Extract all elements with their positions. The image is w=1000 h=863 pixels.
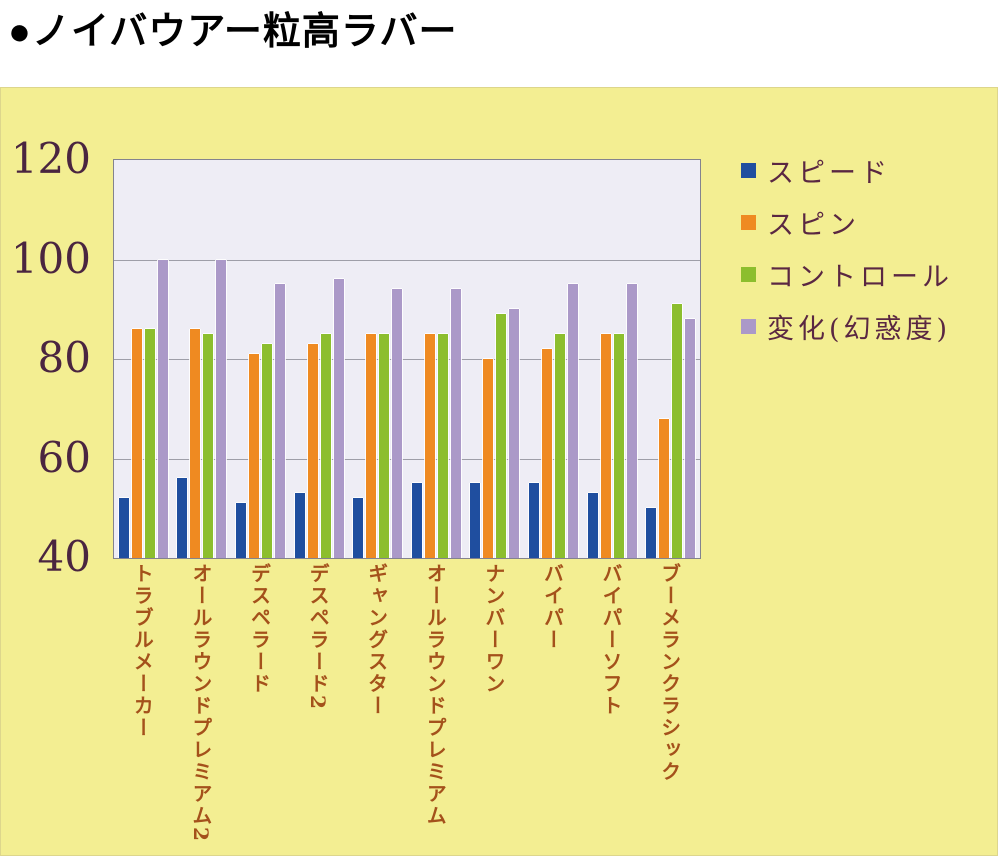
gridline	[114, 458, 700, 460]
bar-group	[353, 160, 403, 558]
legend-label: スピン	[767, 210, 860, 241]
bar-スピード	[411, 483, 422, 558]
x-axis-label-slot: トラブルメーカー	[113, 563, 172, 739]
x-axis-label: オールラウンドプレミアム2	[188, 563, 213, 843]
x-axis-labels: トラブルメーカー オールラウンドプレミアム2 デスペラード デスペラード2 ギャングスタ…	[113, 563, 699, 855]
x-axis-label: ナンバーワン	[481, 563, 506, 695]
bar-変化(幻惑度)	[685, 319, 696, 558]
bar-変化(幻惑度)	[567, 284, 578, 558]
x-axis-label: ギャングスター	[364, 563, 389, 717]
x-axis-label-slot: バイパーソフト	[582, 563, 641, 717]
bar-スピード	[470, 483, 481, 558]
bar-コントロール	[320, 334, 331, 558]
legend-swatch	[741, 267, 756, 282]
x-axis-label-slot: オールラウンドプレミアム	[406, 563, 465, 827]
bar-スピード	[528, 483, 539, 558]
bar-コントロール	[261, 344, 272, 558]
y-axis-label: 40	[37, 532, 91, 581]
x-axis-label-slot: デスペラード2	[289, 563, 348, 711]
legend-swatch	[741, 215, 756, 230]
bar-変化(幻惑度)	[392, 289, 403, 558]
bar-スピン	[541, 349, 552, 558]
legend-item: 変化(幻惑度)	[741, 307, 953, 346]
bar-group	[587, 160, 637, 558]
y-axis-label: 100	[10, 233, 91, 283]
gridline	[114, 359, 700, 360]
x-axis-label-slot: オールラウンドプレミアム2	[172, 563, 231, 843]
bar-変化(幻惑度)	[274, 284, 285, 558]
y-axis-label: 60	[37, 432, 91, 482]
plot-area	[113, 159, 701, 559]
y-axis-labels: 40 60 80 100 120	[1, 137, 95, 579]
bar-スピード	[587, 493, 598, 558]
bar-コントロール	[437, 334, 448, 558]
bar-group	[528, 160, 578, 558]
bar-スピン	[366, 334, 377, 558]
bar-コントロール	[144, 329, 155, 558]
bar-スピード	[353, 498, 364, 558]
bar-group	[411, 160, 461, 558]
bar-スピン	[131, 329, 142, 558]
bar-コントロール	[554, 334, 565, 558]
legend: スピードスピンコントロール 変化(幻惑度)	[741, 151, 953, 359]
bar-group	[235, 160, 285, 558]
bar-変化(幻惑度)	[509, 309, 520, 558]
bar-コントロール	[613, 334, 624, 558]
legend-label: スピード	[767, 158, 891, 189]
bar-スピン	[248, 354, 259, 558]
x-axis-label-slot: ナンバーワン	[465, 563, 524, 695]
bar-コントロール	[203, 334, 214, 558]
bar-コントロール	[672, 304, 683, 558]
bar-group	[177, 160, 227, 558]
bar-スピード	[177, 478, 188, 558]
bar-変化(幻惑度)	[626, 284, 637, 558]
bar-コントロール	[379, 334, 390, 558]
x-axis-label: デスペラード2	[306, 563, 331, 711]
legend-label: 変化(幻惑度)	[767, 314, 952, 345]
x-axis-label-slot: デスペラード	[230, 563, 289, 695]
page-title: ●ノイバウアー粒高ラバー	[8, 11, 458, 53]
y-axis-label: 80	[37, 333, 91, 382]
bar-group	[294, 160, 344, 558]
bar-スピン	[307, 344, 318, 558]
x-axis-label: バイパーソフト	[599, 563, 624, 717]
x-axis-label: デスペラード	[247, 563, 272, 695]
bar-スピン	[483, 359, 494, 558]
x-axis-label: トラブルメーカー	[130, 563, 155, 739]
bar-スピン	[659, 418, 670, 558]
bar-スピード	[118, 498, 129, 558]
bar-group	[118, 160, 168, 558]
bar-変化(幻惑度)	[450, 289, 461, 558]
legend-item: コントロール	[741, 255, 953, 294]
bar-スピン	[424, 334, 435, 558]
gridline	[114, 259, 700, 261]
x-axis-label: ブーメランクラシック	[657, 563, 682, 783]
x-axis-label-slot: ギャングスター	[347, 563, 406, 717]
bar-コントロール	[496, 314, 507, 558]
bar-変化(幻惑度)	[216, 259, 227, 558]
bar-スピード	[235, 503, 246, 558]
bar-スピード	[294, 493, 305, 558]
x-axis-label: オールラウンドプレミアム	[423, 563, 448, 827]
legend-item: スピン	[741, 203, 953, 242]
legend-swatch	[741, 163, 756, 178]
x-axis-label-slot: ブーメランクラシック	[640, 563, 699, 783]
y-axis-label: 120	[10, 134, 91, 183]
bar-スピン	[190, 329, 201, 558]
bar-変化(幻惑度)	[157, 259, 168, 558]
bar-スピン	[600, 334, 611, 558]
legend-label: コントロール	[767, 262, 953, 293]
bar-スピード	[646, 508, 657, 558]
x-axis-label: バイパー	[540, 563, 565, 651]
chart-panel: 40 60 80 100 120 トラブルメーカー オールラウンドプレミアム2 デスペラード…	[0, 87, 998, 856]
bar-group	[646, 160, 696, 558]
legend-item: スピード	[741, 151, 953, 190]
bar-変化(幻惑度)	[333, 279, 344, 558]
bar-group	[470, 160, 520, 558]
x-axis-label-slot: バイパー	[523, 563, 582, 651]
legend-swatch	[741, 319, 756, 334]
